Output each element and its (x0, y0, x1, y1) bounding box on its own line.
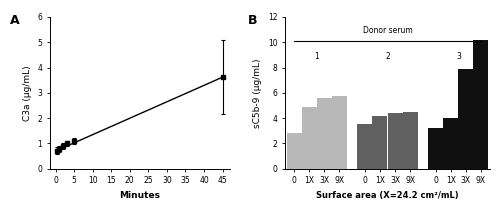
Bar (332, 96, 346, 169)
Bar (444, 118, 458, 169)
Bar (316, 98, 332, 169)
Bar (372, 116, 388, 169)
Bar (458, 69, 473, 169)
Bar (358, 124, 372, 169)
Text: 1: 1 (314, 52, 319, 61)
Text: B: B (248, 14, 258, 27)
Bar (428, 128, 444, 169)
X-axis label: Minutes: Minutes (120, 191, 160, 200)
Y-axis label: C3a (μg/mL): C3a (μg/mL) (23, 65, 32, 121)
Bar (286, 133, 302, 169)
Text: 3: 3 (456, 52, 461, 61)
Bar (388, 113, 402, 169)
Text: 2: 2 (385, 52, 390, 61)
Bar (474, 40, 488, 169)
Y-axis label: sC5b-9 (μg/mL): sC5b-9 (μg/mL) (253, 58, 262, 128)
Text: Donor serum: Donor serum (362, 26, 412, 35)
Text: A: A (10, 14, 20, 27)
X-axis label: Surface area (X=24.2 cm²/mL): Surface area (X=24.2 cm²/mL) (316, 191, 459, 200)
Bar (402, 112, 417, 169)
Bar (302, 107, 316, 169)
